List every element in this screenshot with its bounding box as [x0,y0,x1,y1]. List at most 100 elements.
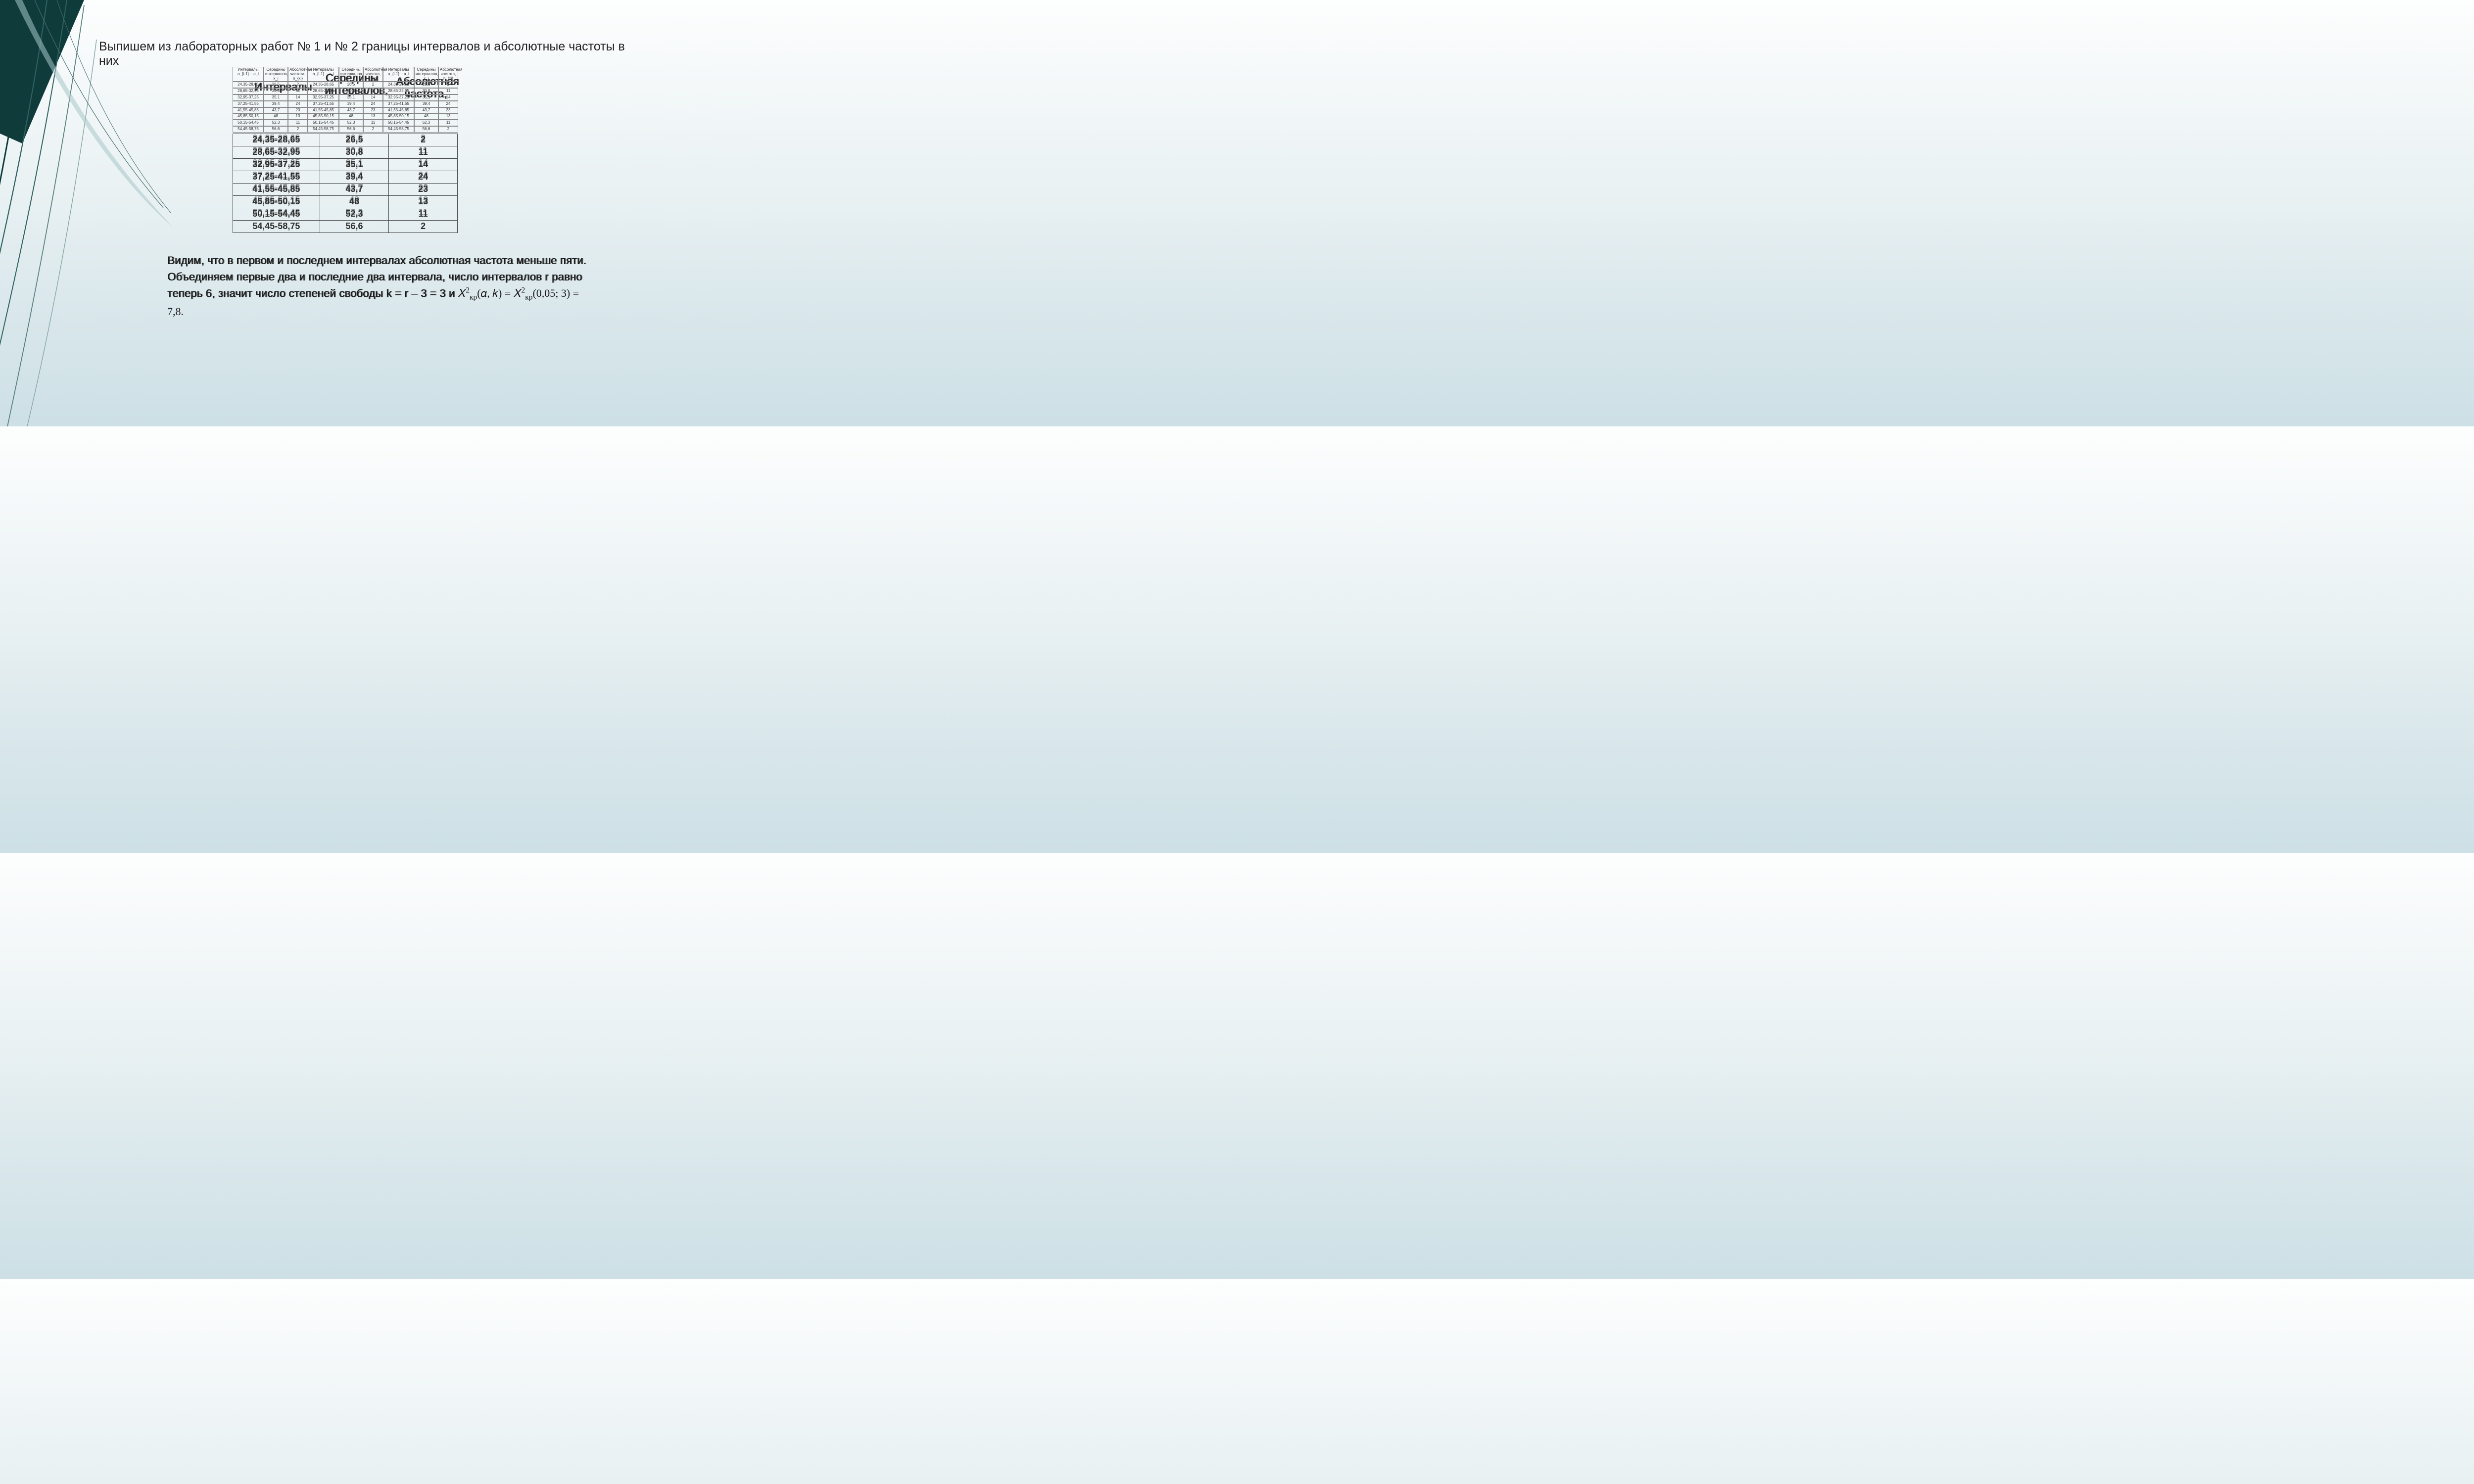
mini-cell: 32,95-37,25 [233,94,264,101]
mini-cell: 54,45-58,75 [383,126,414,133]
mini-cell: 52,3 [414,120,438,126]
mini-cell: 45,85-50,15 [308,113,339,120]
mini-cell: 24,35-28,65 [383,82,414,88]
mini-header: Середины интервалов, x_i [414,67,438,82]
mini-cell: 32,95-37,25 [308,94,339,101]
mini-header: Абсолютная частота, n_{xi} [438,67,458,82]
table-cell: 24,35-28,65 [233,134,320,146]
mini-cell: 13 [438,113,458,120]
mini-cell: 35,1 [339,94,363,101]
table-cell: 2 [389,220,458,232]
mini-cell: 26,5 [414,82,438,88]
mini-header: Абсолютная частота, n_{xi} [363,67,383,82]
table-cell: 30,8 [320,146,389,158]
mini-cell: 43,7 [414,107,438,114]
table-row: 54,45-58,7556,62 [233,220,458,232]
table-cell: 39,4 [320,171,389,183]
main-interval-table: 24,35-28,6526,5228,65-32,9530,81132,95-3… [233,134,458,233]
mini-cell: 24,35-28,65 [308,82,339,88]
mini-cell: 26,5 [264,82,288,88]
mini-cell: 41,55-45,85 [233,107,264,114]
table-cell: 37,25-41,55 [233,171,320,183]
slide: Выпишем из лабораторных работ № 1 и № 2 … [0,0,759,426]
mini-cell: 45,85-50,15 [233,113,264,120]
mini-cell: 13 [363,113,383,120]
mini-cell: 24 [363,101,383,107]
table-cell: 52,3 [320,208,389,220]
mini-cell: 28,65-32,95 [233,88,264,94]
mini-cell: 2 [288,82,308,88]
mini-cell: 56,6 [339,126,363,133]
mini-cell: 28,65-32,95 [308,88,339,94]
mini-header: Середины интервалов, x_i [264,67,288,82]
mini-tables-header-row: Интервалы a_{i-1} − a_i Середины интерва… [233,67,458,82]
mini-cell: 54,45-58,75 [308,126,339,133]
mini-table-row: 28,65-32,9530,81128,65-32,9530,81128,65-… [233,88,458,94]
table-row: 24,35-28,6526,52 [233,134,458,146]
mini-cell: 30,8 [414,88,438,94]
table-cell: 50,15-54,45 [233,208,320,220]
mini-cell: 23 [363,107,383,114]
mini-cell: 48 [264,113,288,120]
mini-cell: 24 [438,101,458,107]
mini-cell: 48 [414,113,438,120]
mini-table-row: 24,35-28,6526,5224,35-28,6526,5224,35-28… [233,82,458,88]
table-row: 50,15-54,4552,311 [233,208,458,220]
table-cell: 32,95-37,25 [233,158,320,171]
mini-cell: 14 [288,94,308,101]
mini-header: Интервалы a_{i-1} − a_i [233,67,264,82]
table-cell: 14 [389,158,458,171]
mini-cell: 30,8 [339,88,363,94]
mini-cell: 11 [288,120,308,126]
mini-cell: 30,8 [264,88,288,94]
table-cell: 23 [389,183,458,195]
mini-cell: 52,3 [264,120,288,126]
table-cell: 35,1 [320,158,389,171]
mini-cell: 48 [339,113,363,120]
table-cell: 56,6 [320,220,389,232]
mini-cell: 2 [363,126,383,133]
mini-cell: 23 [438,107,458,114]
mini-cell: 23 [288,107,308,114]
slide-title: Выпишем из лабораторных работ № 1 и № 2 … [99,40,643,68]
mini-cell: 11 [438,88,458,94]
mini-cell: 24,35-28,65 [233,82,264,88]
mini-cell: 50,15-54,45 [308,120,339,126]
table-cell: 41,55-45,85 [233,183,320,195]
mini-cell: 14 [363,94,383,101]
mini-cell: 41,55-45,85 [383,107,414,114]
mini-cell: 45,85-50,15 [383,113,414,120]
mini-table-row: 45,85-50,15481345,85-50,15481345,85-50,1… [233,113,458,120]
mini-cell: 2 [438,126,458,133]
mini-header: Интервалы a_{i-1} − a_i [308,67,339,82]
mini-table-row: 54,45-58,7556,6254,45-58,7556,6254,45-58… [233,126,458,133]
table-row: 28,65-32,9530,811 [233,146,458,158]
mini-cell: 54,45-58,75 [233,126,264,133]
mini-cell: 11 [288,88,308,94]
mini-cell: 2 [363,82,383,88]
table-cell: 45,85-50,15 [233,195,320,208]
mini-cell: 41,55-45,85 [308,107,339,114]
table-row: 45,85-50,154813 [233,195,458,208]
table-cell: 24 [389,171,458,183]
mini-cell: 50,15-54,45 [383,120,414,126]
mini-cell: 2 [288,126,308,133]
mini-table-row: 37,25-41,5539,42437,25-41,5539,42437,25-… [233,101,458,107]
mini-tables-body: 24,35-28,6526,5224,35-28,6526,5224,35-28… [233,82,458,132]
table-row: 32,95-37,2535,114 [233,158,458,171]
table-cell: 2 [389,134,458,146]
table-cell: 11 [389,208,458,220]
mini-cell: 39,4 [414,101,438,107]
mini-cell: 28,65-32,95 [383,88,414,94]
mini-cell: 56,6 [414,126,438,133]
mini-cell: 11 [363,88,383,94]
mini-header: Середины интервалов, x_i [339,67,363,82]
mini-cell: 2 [438,82,458,88]
table-row: 41,55-45,8543,723 [233,183,458,195]
table-cell: 11 [389,146,458,158]
table-cell: 48 [320,195,389,208]
mini-header: Абсолютная частота, n_{xi} [288,67,308,82]
mini-cell: 13 [288,113,308,120]
mini-table-row: 41,55-45,8543,72341,55-45,8543,72341,55-… [233,107,458,114]
table-cell: 26,5 [320,134,389,146]
